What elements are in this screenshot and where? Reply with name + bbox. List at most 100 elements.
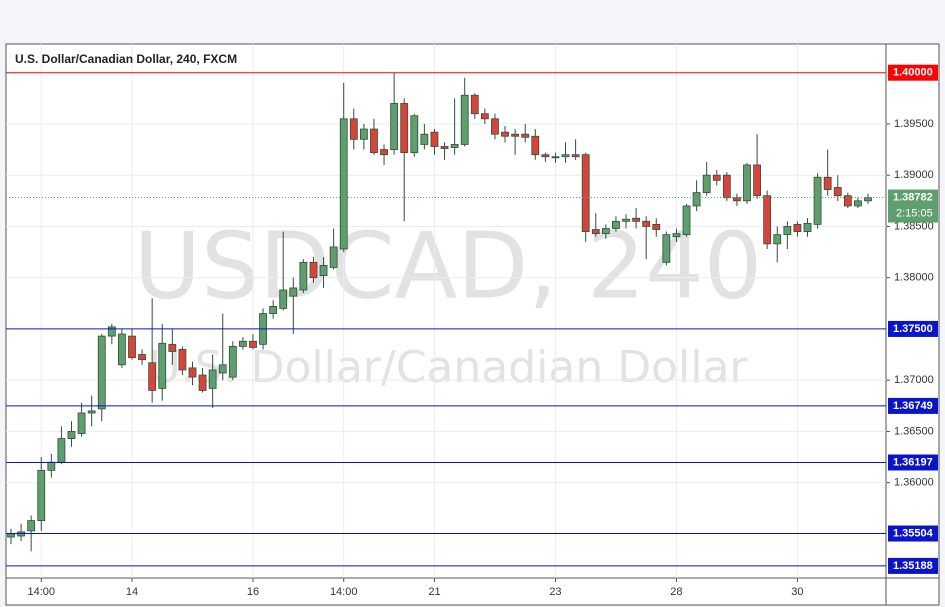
candle-body — [249, 340, 257, 348]
candle-body — [823, 176, 832, 190]
level-label: 1.37500 — [893, 323, 933, 335]
candle-body — [632, 217, 641, 222]
candle-body — [581, 154, 590, 232]
candle-body — [410, 115, 419, 154]
candle-body — [722, 174, 731, 199]
candle-body — [773, 234, 782, 245]
candle-body — [783, 226, 792, 236]
candle-body — [370, 128, 378, 154]
y-tick-label: 1.39000 — [894, 169, 934, 181]
candle-body — [501, 131, 509, 137]
candle-body — [148, 362, 157, 391]
candle-body — [813, 176, 822, 225]
candle-body — [662, 234, 671, 263]
candle-body — [57, 438, 66, 463]
level-label-box — [888, 525, 938, 542]
candle-body — [692, 192, 701, 207]
candle-body — [7, 533, 15, 538]
candle-body — [682, 205, 691, 236]
candle-body — [47, 461, 56, 471]
level-label: 1.35504 — [893, 527, 934, 539]
candle-body — [531, 135, 540, 156]
x-tick-label: 14:00 — [27, 586, 55, 598]
x-tick-label: 23 — [549, 586, 561, 598]
candle-body — [359, 128, 368, 140]
candle-body — [864, 197, 872, 202]
candle-body — [400, 103, 409, 154]
level-label: 1.40000 — [893, 67, 933, 79]
candle-body — [480, 113, 489, 120]
candle-body — [803, 222, 812, 232]
candle-body — [420, 133, 429, 145]
x-tick-label: 16 — [247, 586, 259, 598]
candle-body — [349, 118, 358, 140]
candle-body — [218, 364, 227, 374]
candle-body — [450, 144, 459, 148]
candle-body — [460, 94, 469, 145]
y-tick-label: 1.39500 — [894, 118, 934, 130]
candle-body — [128, 335, 136, 359]
last-price-box — [888, 189, 938, 223]
candle-body — [672, 233, 681, 238]
candle-body — [601, 228, 610, 235]
level-label-box — [888, 454, 938, 471]
plot-area — [6, 44, 886, 578]
x-tick-label: 28 — [670, 586, 682, 598]
watermark-name: U.S. Dollar/Canadian Dollar — [148, 342, 748, 393]
candle-body — [339, 118, 348, 250]
x-tick-label: 21 — [428, 586, 440, 598]
level-label-box — [888, 64, 938, 81]
chart-title: U.S. Dollar/Canadian Dollar, 240, FXCM — [15, 52, 237, 66]
candle-body — [511, 133, 520, 137]
candle-body — [622, 218, 630, 222]
y-tick-label: 1.36500 — [894, 425, 934, 437]
candle-body — [198, 374, 207, 391]
candle-body — [712, 174, 721, 181]
candle-body — [329, 246, 338, 268]
candle-body — [37, 469, 46, 522]
candle-body — [87, 410, 96, 414]
level-label: 1.35188 — [893, 560, 933, 572]
watermark-symbol: USDCAD, 240 — [134, 212, 763, 319]
countdown: 2:15:05 — [896, 207, 933, 219]
candle-body — [269, 305, 278, 314]
y-tick-label: 1.36000 — [894, 477, 934, 489]
y-tick-label: 1.38500 — [894, 220, 934, 232]
candle-body — [178, 349, 187, 371]
x-tick-label: 14:00 — [330, 586, 358, 598]
candle-body — [854, 200, 862, 207]
candle-body — [390, 103, 399, 150]
candle-body — [27, 520, 36, 532]
candle-body — [753, 164, 761, 197]
candle-body — [188, 367, 197, 378]
candle-body — [380, 149, 388, 156]
candle-body — [652, 223, 661, 230]
x-tick-label: 14 — [126, 586, 138, 598]
candle-body — [430, 131, 439, 147]
candle-body — [571, 154, 580, 158]
candle-body — [551, 156, 560, 159]
level-label: 1.36197 — [893, 456, 933, 468]
candle-body — [733, 197, 741, 202]
chart-frame — [5, 43, 940, 606]
candle-body — [309, 261, 318, 279]
candle-body — [843, 195, 852, 207]
candle-body — [118, 333, 126, 366]
candle-body — [612, 220, 620, 229]
candle-body — [97, 335, 106, 410]
y-tick-label: 1.37000 — [894, 374, 934, 386]
candle-body — [440, 146, 449, 149]
candle-body — [158, 342, 167, 389]
candle-body — [289, 287, 298, 297]
level-label: 1.36749 — [893, 400, 933, 412]
candle-body — [521, 133, 530, 138]
candle-body — [763, 195, 772, 245]
candle-body — [107, 326, 116, 337]
candle-body — [208, 369, 217, 389]
candle-body — [561, 154, 570, 158]
candle-body — [833, 187, 842, 197]
candle-body — [138, 354, 146, 361]
candle-body — [470, 94, 479, 115]
candle-body — [702, 174, 711, 194]
